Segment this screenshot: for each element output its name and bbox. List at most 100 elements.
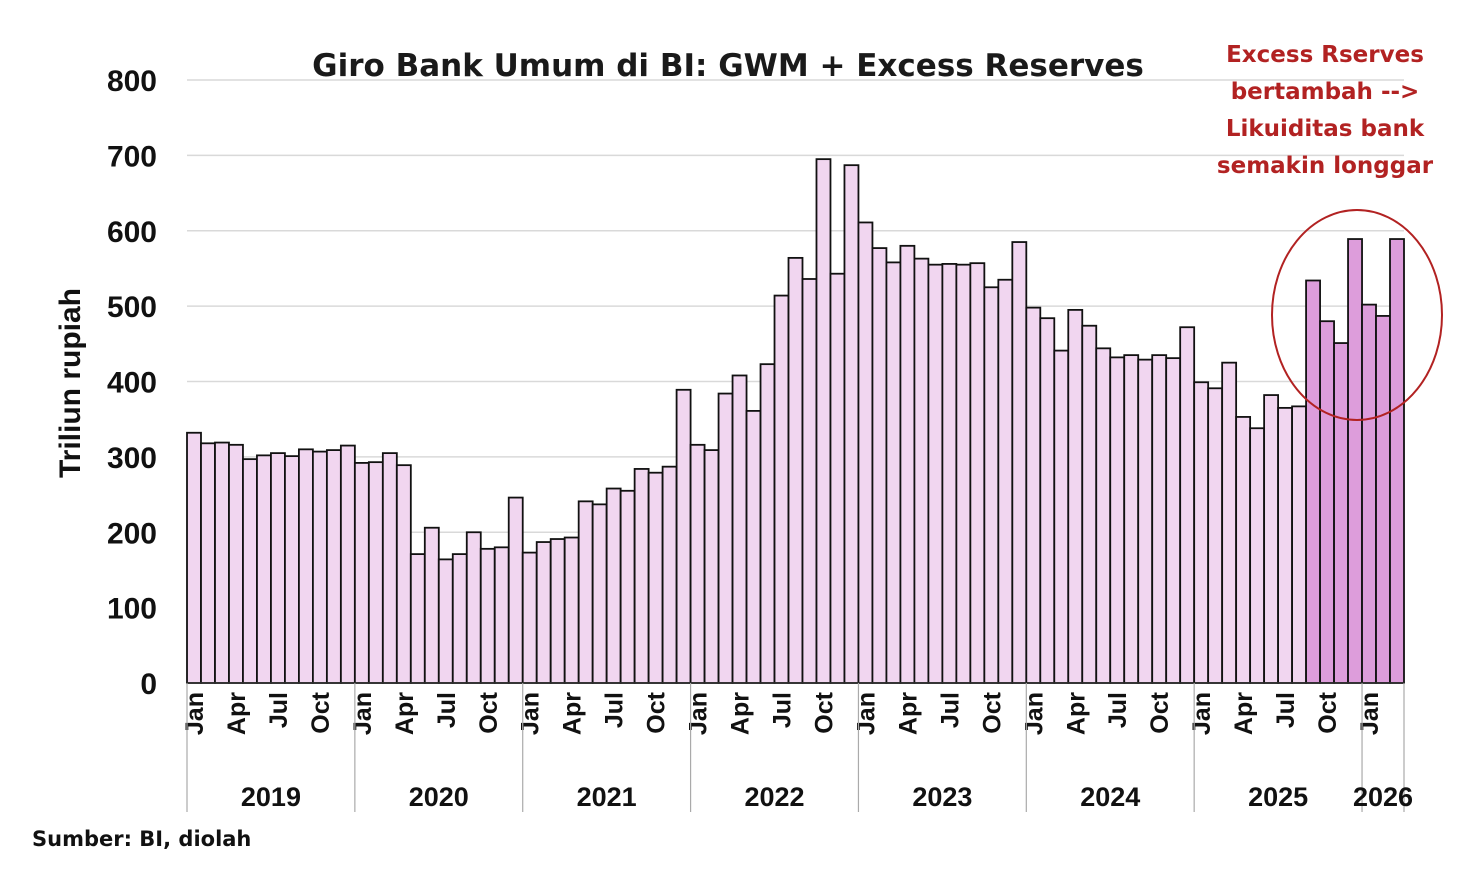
bar [409,553,426,684]
axes: 0 100 200 300 400 500 600 700 800 Jan Apr Jul Oct Jan… [107,65,1413,812]
bar [1095,347,1112,684]
bar [787,256,804,684]
bar [605,487,622,684]
bar [1179,326,1196,684]
bar [284,455,300,684]
bar [927,263,944,684]
bar [773,294,790,684]
bar [1319,320,1335,684]
x-tick-label: Jul [433,692,461,728]
bar [381,452,398,684]
x-tick-label: Jan [517,692,545,735]
year-label: 2026 [1353,782,1413,812]
bar [1081,324,1098,684]
bar [1025,306,1042,684]
x-tick-label: Apr [559,692,587,735]
bar [563,536,580,684]
bar [1123,354,1140,684]
x-tick-label: Jan [852,692,880,735]
y-tick-label: 600 [107,216,157,249]
y-tick-label: 700 [107,140,157,173]
bar [479,547,496,684]
bar [493,546,510,684]
bar [689,443,706,684]
x-tick-label: Apr [1062,692,1090,735]
bar [899,244,916,684]
y-tick-label: 500 [107,291,157,324]
bar [242,458,258,684]
bar [311,450,328,684]
x-tick-label: Jul [601,692,629,728]
x-tick-label: Jul [1272,692,1300,728]
year-label: 2025 [1248,782,1308,812]
bar [1221,361,1238,684]
annotation-line-3: Likuiditas bank [1226,116,1425,142]
x-tick-label: Apr [894,692,922,735]
bar [1347,238,1363,684]
bar [437,558,454,684]
source-note: Sumber: BI, diolah [32,827,251,851]
x-tick-label: Jan [1188,692,1216,735]
bar [843,164,860,684]
x-tick-label: Oct [978,691,1006,733]
annotation-line-4: semakin longgar [1217,153,1434,179]
bar [955,263,972,684]
x-tick-label: Oct [307,691,335,733]
bar [256,454,272,684]
x-tick-label: Jan [181,692,209,735]
x-tick-label: Apr [223,692,251,735]
bar [228,443,244,684]
bar [1053,349,1070,684]
y-tick-label: 0 [140,668,157,701]
bar [1067,308,1084,684]
bar [353,462,370,684]
bar [535,541,552,684]
bar [186,431,202,684]
x-tick-label: Oct [475,691,503,733]
bar [1291,405,1307,684]
year-label: 2023 [912,782,972,812]
bar [857,221,874,684]
bar [759,363,776,684]
bar [1193,381,1210,684]
bar [829,272,846,684]
y-tick-label: 100 [107,593,157,626]
x-tick-label: Jul [1104,692,1132,728]
bar [423,526,440,684]
y-axis-label: Triliun rupiah [54,288,87,478]
bar [549,538,566,684]
bar [270,452,286,684]
bar [997,278,1014,684]
x-tick-label: Jul [265,692,293,728]
bar [298,448,314,684]
bar [1207,387,1224,684]
x-tick-label: Jan [685,692,713,735]
bar [395,464,412,684]
year-label: 2019 [241,782,301,812]
x-tick-label: Oct [643,691,671,733]
annotation: Excess Rserves bertambah --> Likuiditas … [1217,42,1443,421]
bar [1039,317,1056,684]
bar [969,262,986,684]
bar [1249,427,1266,684]
bar [521,551,538,684]
bar [1389,238,1405,684]
bar [661,465,678,684]
bar [1263,394,1280,684]
x-tick-label: Jan [349,692,377,735]
x-tick-label: Apr [1230,692,1258,735]
bar [1235,416,1252,684]
bar [1305,279,1321,684]
bar [339,444,356,684]
y-tick-label: 300 [107,442,157,475]
x-tick-label: Oct [810,691,838,733]
bar [801,278,818,684]
y-tick-label: 400 [107,367,157,400]
x-tick-label: Jul [769,692,797,728]
bar [703,449,720,684]
bar [1011,241,1028,684]
x-tick-label: Jan [1020,692,1048,735]
highlight-ellipse [1271,209,1443,421]
